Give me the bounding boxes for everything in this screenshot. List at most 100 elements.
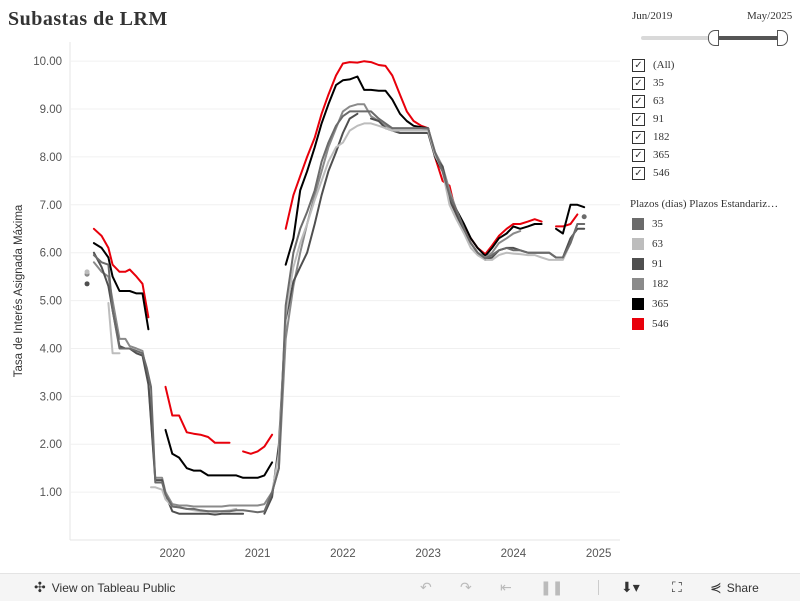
- filter-item-label: 365: [653, 149, 670, 161]
- filter-item[interactable]: ✓ 63: [632, 92, 674, 110]
- series-line-546: [164, 385, 231, 444]
- series-line-365: [92, 242, 150, 331]
- date-range-end-label: May/2025: [747, 10, 793, 22]
- legend-item-label: 35: [652, 218, 663, 230]
- x-tick-label: 2022: [330, 548, 356, 560]
- legend-swatch: [632, 238, 644, 250]
- footer-toolbar: ✣ View on Tableau Public ↶ ↷ ⇤ ❚❚ ⬇▾ ⛶ ⋞…: [0, 573, 800, 601]
- y-tick-label: 1.00: [40, 487, 62, 499]
- legend-item-label: 91: [652, 258, 663, 270]
- series-line-365: [555, 203, 586, 235]
- legend-item-label: 63: [652, 238, 663, 250]
- filter-item-label: 182: [653, 131, 670, 143]
- legend-item-label: 182: [652, 278, 669, 290]
- series-line-91: [370, 117, 586, 261]
- legend-item[interactable]: 63: [632, 234, 669, 254]
- date-range-start-handle[interactable]: [707, 30, 719, 46]
- series-line-546: [242, 433, 274, 455]
- checkbox-icon[interactable]: ✓: [632, 112, 645, 126]
- x-tick-label: 2025: [586, 548, 612, 560]
- checkbox-icon[interactable]: ✓: [632, 148, 645, 162]
- x-tick-label: 2023: [415, 548, 441, 560]
- series-point-35: [581, 214, 587, 220]
- legend-title: Plazos (días) Plazos Estandariz…: [630, 198, 779, 210]
- legend-item[interactable]: 365: [632, 294, 669, 314]
- redo-icon: ↷: [460, 579, 472, 596]
- y-tick-label: 4.00: [40, 343, 62, 355]
- filter-item-label: 63: [653, 95, 664, 107]
- legend-item[interactable]: 546: [632, 314, 669, 334]
- series-line-546: [92, 227, 150, 319]
- legend-item-label: 365: [652, 298, 669, 310]
- filter-item[interactable]: ✓ 182: [632, 128, 674, 146]
- y-tick-label: 5.00: [40, 296, 62, 308]
- share-icon: ⋞: [710, 579, 722, 596]
- checkbox-icon[interactable]: ✓: [632, 76, 645, 90]
- checkbox-icon[interactable]: ✓: [632, 130, 645, 144]
- x-tick-label: 2024: [501, 548, 527, 560]
- filter-item-label: 91: [653, 113, 664, 125]
- fullscreen-icon: ⛶: [672, 579, 682, 596]
- y-tick-label: 8.00: [40, 152, 62, 164]
- date-range-end-handle[interactable]: [777, 30, 788, 46]
- fullscreen-button[interactable]: ⛶: [672, 574, 682, 601]
- filter-item[interactable]: ✓ 91: [632, 110, 674, 128]
- y-tick-label: 7.00: [40, 200, 62, 212]
- plazo-filter-list: ✓ (All) ✓ 35 ✓ 63 ✓ 91 ✓ 182 ✓ 365 ✓ 546: [632, 56, 674, 182]
- checkbox-icon[interactable]: ✓: [632, 166, 645, 180]
- series-line-546: [284, 60, 543, 256]
- y-tick-label: 2.00: [40, 439, 62, 451]
- footer-separator: [598, 580, 599, 595]
- checkbox-icon[interactable]: ✓: [632, 58, 645, 72]
- undo-button[interactable]: ↶: [420, 574, 432, 601]
- series-line-365: [164, 428, 274, 479]
- share-label: Share: [726, 580, 759, 595]
- dashboard-title: Subastas de LRM: [8, 8, 168, 30]
- tableau-logo-icon: ✣: [34, 579, 46, 596]
- y-tick-label: 10.00: [33, 56, 62, 68]
- y-axis-title: Tasa de Interés Asignada Máxima: [13, 204, 25, 377]
- pause-icon: ❚❚: [540, 579, 564, 596]
- legend-swatch: [632, 278, 644, 290]
- x-tick-label: 2020: [160, 548, 186, 560]
- revert-button[interactable]: ⇤: [500, 574, 512, 601]
- legend-swatch: [632, 298, 644, 310]
- checkbox-icon[interactable]: ✓: [632, 94, 645, 108]
- legend-swatch: [632, 218, 644, 230]
- legend: 35 63 91 182 365 546: [632, 214, 669, 334]
- filter-item-label: (All): [653, 59, 675, 71]
- date-range-start-label: Jun/2019: [632, 10, 673, 22]
- undo-icon: ↶: [420, 579, 432, 596]
- date-range-slider-fill: [711, 36, 785, 40]
- series-line-63: [107, 302, 121, 355]
- share-button[interactable]: ⋞ Share: [710, 574, 759, 601]
- filter-item[interactable]: ✓ (All): [632, 56, 674, 74]
- legend-swatch: [632, 318, 644, 330]
- view-on-tableau-link[interactable]: ✣ View on Tableau Public: [34, 574, 175, 601]
- legend-swatch: [632, 258, 644, 270]
- view-on-tableau-label: View on Tableau Public: [51, 580, 176, 595]
- series-line-365: [284, 75, 543, 266]
- download-button[interactable]: ⬇▾: [621, 574, 640, 601]
- filter-item-label: 546: [653, 167, 670, 179]
- pause-button[interactable]: ❚❚: [540, 574, 563, 601]
- filter-item-label: 35: [653, 77, 664, 89]
- x-tick-label: 2021: [245, 548, 271, 560]
- filter-item[interactable]: ✓ 546: [632, 164, 674, 182]
- series-line-182: [92, 103, 522, 508]
- filter-item[interactable]: ✓ 365: [632, 146, 674, 164]
- y-tick-label: 9.00: [40, 104, 62, 116]
- series-line-35: [92, 110, 586, 514]
- y-tick-label: 3.00: [40, 391, 62, 403]
- legend-item-label: 546: [652, 318, 669, 330]
- legend-item[interactable]: 91: [632, 254, 669, 274]
- series-point-63: [84, 269, 90, 275]
- download-icon: ⬇▾: [621, 579, 640, 596]
- date-range-slider[interactable]: [641, 30, 788, 46]
- redo-button[interactable]: ↷: [460, 574, 472, 601]
- series-line-546: [555, 213, 579, 228]
- legend-item[interactable]: 35: [632, 214, 669, 234]
- filter-item[interactable]: ✓ 35: [632, 74, 674, 92]
- legend-item[interactable]: 182: [632, 274, 669, 294]
- y-tick-label: 6.00: [40, 248, 62, 260]
